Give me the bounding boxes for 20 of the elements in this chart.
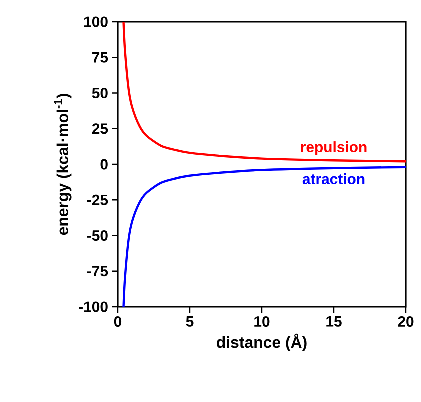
y-tick-label: -75 (87, 266, 108, 277)
y-tick-label: -25 (87, 194, 108, 206)
x-tick-label: 10 (254, 316, 270, 328)
x-axis-title: distance (Å) (217, 334, 307, 352)
line-series (122, 166, 406, 307)
x-tick-label: 15 (326, 316, 342, 327)
y-axis-title: energy (kcal·mol$^{-1}$) (54, 94, 72, 236)
y-tick-label: 75 (92, 52, 108, 63)
x-tick-label: 20 (398, 316, 414, 328)
y-tick-label: 100 (84, 16, 108, 28)
x-tick-label: 5 (186, 316, 194, 327)
series-label: atraction (302, 174, 365, 184)
y-tick-label: -100 (79, 302, 108, 312)
y-tick-label: 25 (92, 124, 108, 134)
series-label: repulsion (301, 142, 367, 156)
y-tick-label: 50 (92, 88, 108, 99)
line-series (122, 22, 406, 163)
y-tick-label: -50 (87, 230, 108, 242)
x-tick-label: 0 (114, 316, 122, 328)
y-tick-label: 0 (100, 159, 108, 170)
